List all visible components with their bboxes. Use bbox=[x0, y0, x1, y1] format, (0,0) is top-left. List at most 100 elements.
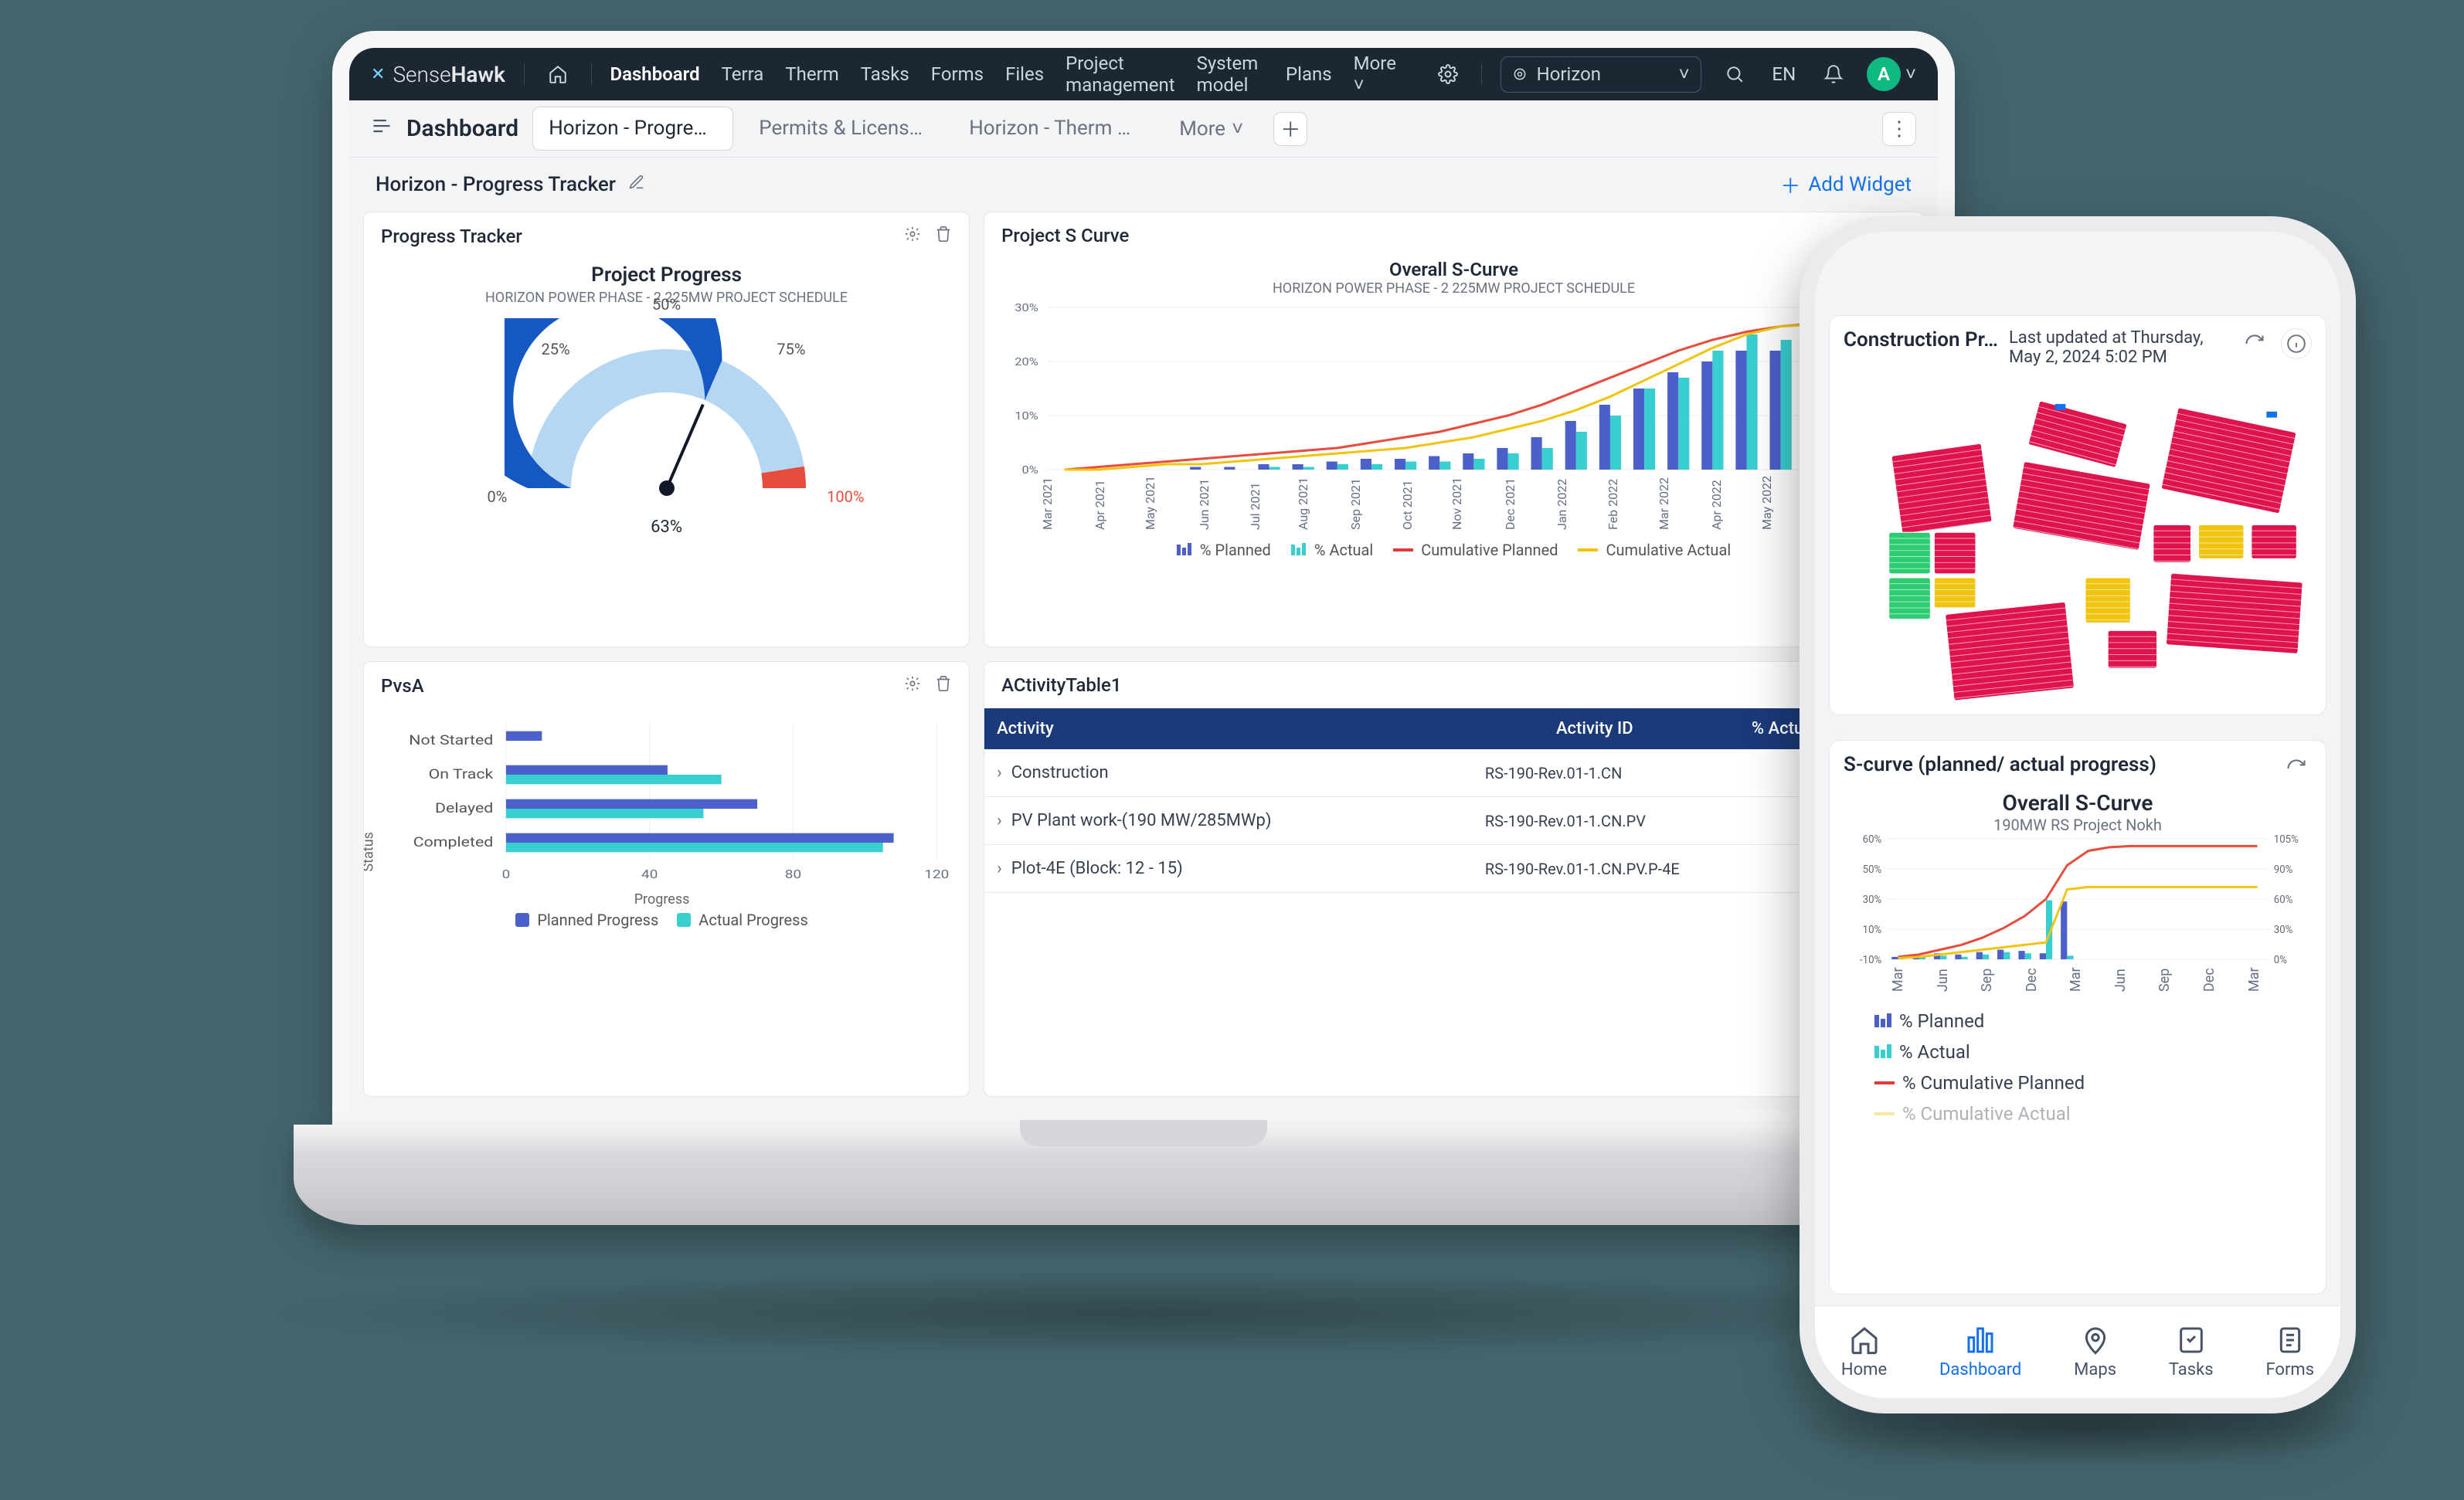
tasks-icon bbox=[2176, 1325, 2207, 1356]
mobile-scurve-xaxis: MarJunSepDecMarJunSepDecMar bbox=[1844, 965, 2312, 996]
org-selector[interactable]: Horizon ˅ bbox=[1500, 56, 1701, 93]
chevron-down-icon: ˅ bbox=[1354, 74, 1365, 96]
gauge-tick-0: 0% bbox=[488, 487, 508, 506]
pvsa-x-title: Progress bbox=[634, 891, 690, 908]
gauge-tick-75: 75% bbox=[777, 340, 805, 358]
pin-icon bbox=[2080, 1325, 2111, 1356]
page-heading: Dashboard bbox=[406, 115, 518, 142]
legend-cum-planned: Cumulative Planned bbox=[1421, 541, 1558, 559]
nav-files[interactable]: Files bbox=[1005, 63, 1044, 85]
brand-name-b: Hawk bbox=[451, 62, 505, 87]
legend-cum-actual: Cumulative Actual bbox=[1606, 541, 1731, 559]
card-title: Project S Curve bbox=[1001, 225, 1129, 246]
add-widget-button[interactable]: ＋ Add Widget bbox=[1780, 171, 1912, 199]
s-curve-card: Project S Curve Overall S-Curve HORIZON … bbox=[984, 212, 1924, 647]
gear-icon[interactable] bbox=[1433, 57, 1463, 91]
nav-more[interactable]: More ˅ bbox=[1354, 53, 1396, 97]
language-switch[interactable]: EN bbox=[1767, 57, 1800, 91]
phone-device: Construction Pr… Last updated at Thursda… bbox=[1800, 216, 2356, 1413]
home-icon[interactable] bbox=[543, 57, 573, 91]
mobile-tabbar: Home Dashboard Maps Tasks Forms bbox=[1815, 1305, 2340, 1398]
gauge-tick-100: 100% bbox=[827, 487, 864, 506]
laptop-device: ✕ SenseHawk Dashboard Terra Therm Tasks … bbox=[294, 31, 1993, 1305]
menu-icon[interactable] bbox=[371, 115, 393, 143]
legend-actual: % Actual bbox=[1314, 541, 1373, 559]
svg-text:60%: 60% bbox=[1863, 834, 1882, 846]
topbar: ✕ SenseHawk Dashboard Terra Therm Tasks … bbox=[349, 48, 1938, 100]
gauge-title: Project Progress bbox=[591, 263, 742, 287]
mobile-scurve-legend: % Planned % Actual % Cumulative Planned … bbox=[1874, 1010, 2312, 1125]
svg-text:40: 40 bbox=[641, 867, 658, 881]
target-icon bbox=[1512, 66, 1528, 82]
gauge-value: 63% bbox=[651, 518, 682, 537]
scurve-x-axis: Mar 2021Apr 2021May 2021Jun 2021Jul 2021… bbox=[998, 479, 1909, 533]
card-title: S-curve (planned/ actual progress) bbox=[1844, 753, 2270, 776]
tab-permits[interactable]: Permits & Licensing bbox=[743, 107, 943, 151]
mobile-tab-tasks[interactable]: Tasks bbox=[2169, 1325, 2214, 1380]
card-title: Construction Pr… bbox=[1844, 328, 1998, 351]
nav-system-model[interactable]: System model bbox=[1197, 53, 1264, 96]
scurve-legend: % Planned % Actual Cumulative Planned Cu… bbox=[1177, 541, 1731, 559]
nav-terra[interactable]: Terra bbox=[722, 63, 764, 85]
svg-text:60%: 60% bbox=[2274, 894, 2293, 906]
nav-plans[interactable]: Plans bbox=[1286, 63, 1332, 85]
trash-icon[interactable] bbox=[935, 225, 952, 248]
scurve-title: Overall S-Curve bbox=[1389, 259, 1518, 280]
table-row[interactable]: ›PV Plant work-(190 MW/285MWp)RS-190-Rev… bbox=[984, 797, 1923, 845]
col-activity-id: Activity ID bbox=[1473, 708, 1717, 749]
svg-text:0: 0 bbox=[502, 867, 511, 881]
add-tab-button[interactable]: ＋ bbox=[1273, 112, 1307, 146]
refresh-icon[interactable] bbox=[2281, 753, 2312, 784]
subbar: Dashboard Horizon - Progress T… Permits … bbox=[349, 100, 1938, 158]
dashboard-grid: Progress Tracker Project Progress HORIZO… bbox=[349, 212, 1938, 1111]
tab-therm-report[interactable]: Horizon - Therm Repo… bbox=[953, 107, 1154, 151]
svg-text:120: 120 bbox=[924, 867, 949, 881]
activity-table-card: ACtivityTable1 Activity Activity ID % Ac… bbox=[984, 661, 1924, 1097]
chevron-down-icon: ˅ bbox=[1679, 63, 1690, 86]
gear-icon[interactable] bbox=[904, 225, 921, 248]
pvsa-chart: 04080120Not StartedOn TrackDelayedComple… bbox=[369, 716, 955, 886]
svg-text:Not Started: Not Started bbox=[409, 732, 493, 748]
table-row[interactable]: ›ConstructionRS-190-Rev.01-1.CN89% bbox=[984, 749, 1923, 797]
top-nav: Dashboard Terra Therm Tasks Forms Files … bbox=[610, 53, 1396, 97]
nav-forms[interactable]: Forms bbox=[931, 63, 984, 85]
s-curve-chart: 0%10%20%30% bbox=[998, 301, 1909, 479]
edit-title-icon[interactable] bbox=[628, 173, 645, 196]
svg-text:30%: 30% bbox=[1014, 301, 1038, 314]
info-icon[interactable] bbox=[2281, 328, 2312, 359]
nav-therm[interactable]: Therm bbox=[785, 63, 838, 85]
svg-text:-10%: -10% bbox=[1860, 954, 1881, 965]
mobile-scurve-chart: 60%105%50%90%30%60%10%30%-10%0% bbox=[1844, 834, 2312, 965]
brand-glyph-icon: ✕ bbox=[371, 65, 385, 84]
brand-logo[interactable]: ✕ SenseHawk bbox=[371, 62, 505, 87]
tab-horizon-progress[interactable]: Horizon - Progress T… bbox=[532, 107, 733, 151]
nav-tasks[interactable]: Tasks bbox=[861, 63, 909, 85]
construction-progress-card: Construction Pr… Last updated at Thursda… bbox=[1829, 315, 2326, 715]
bar-icon bbox=[1874, 1041, 1891, 1063]
mobile-tab-forms[interactable]: Forms bbox=[2265, 1325, 2314, 1380]
bell-icon[interactable] bbox=[1819, 57, 1848, 91]
nav-project-management[interactable]: Project management bbox=[1065, 53, 1175, 96]
pvsa-y-title: Status bbox=[363, 832, 377, 871]
construction-map bbox=[1844, 378, 2312, 702]
avatar[interactable]: A bbox=[1867, 57, 1901, 91]
mobile-tab-maps[interactable]: Maps bbox=[2074, 1325, 2116, 1380]
title-row: Horizon - Progress Tracker ＋ Add Widget bbox=[349, 158, 1938, 212]
mobile-tab-dashboard[interactable]: Dashboard bbox=[1939, 1325, 2021, 1380]
svg-text:20%: 20% bbox=[1014, 355, 1038, 368]
last-updated: Last updated at Thursday, May 2, 2024 5:… bbox=[2009, 328, 2228, 367]
chevron-down-icon: ˅ bbox=[1232, 117, 1243, 141]
nav-dashboard[interactable]: Dashboard bbox=[610, 63, 699, 85]
gear-icon[interactable] bbox=[904, 674, 921, 697]
svg-text:80: 80 bbox=[785, 867, 801, 881]
search-icon[interactable] bbox=[1720, 57, 1749, 91]
overflow-menu-button[interactable]: ⋮ bbox=[1882, 112, 1916, 146]
svg-text:Completed: Completed bbox=[413, 834, 494, 850]
trash-icon[interactable] bbox=[935, 674, 952, 697]
refresh-icon[interactable] bbox=[2239, 328, 2270, 359]
mobile-tab-home[interactable]: Home bbox=[1841, 1325, 1887, 1380]
svg-text:50%: 50% bbox=[1863, 864, 1882, 876]
svg-text:30%: 30% bbox=[2274, 924, 2293, 936]
table-row[interactable]: ›Plot-4E (Block: 12 - 15)RS-190-Rev.01-1… bbox=[984, 845, 1923, 893]
tabs-more[interactable]: More˅ bbox=[1163, 107, 1259, 151]
